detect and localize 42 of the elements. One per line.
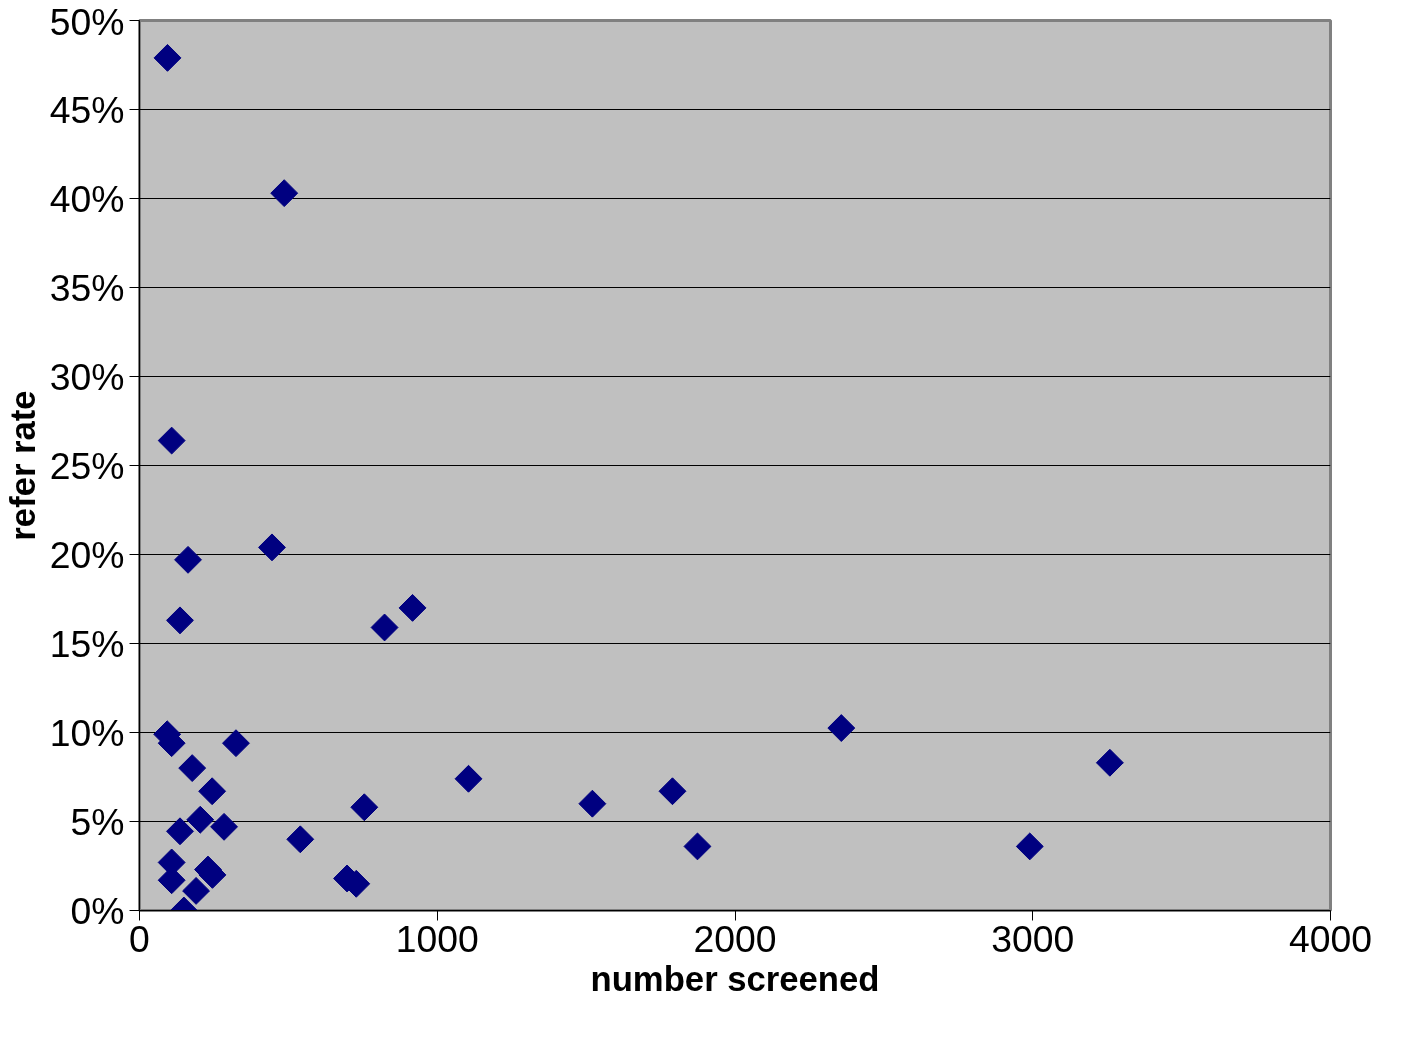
x-tick-label: 0 [129,917,150,960]
y-tick-label: 0% [70,889,125,932]
y-tick-label: 35% [49,266,125,309]
x-axis-title: number screened [590,959,880,998]
y-tick-label: 15% [49,622,125,665]
point [270,179,299,208]
point [186,805,215,834]
point [166,606,194,635]
y-tick-label: 5% [70,800,125,843]
point [370,613,399,642]
y-tick-label: 20% [49,533,125,576]
point [210,812,238,841]
y-tick-label: 25% [49,444,125,487]
point [198,777,227,806]
point [166,817,194,846]
y-tick-label: 50% [49,0,125,43]
point [178,754,207,783]
point [350,793,379,822]
x-tick-label: 4000 [1288,917,1373,960]
point [578,789,607,818]
x-tick-label: 1000 [395,917,479,960]
y-tick-label: 30% [49,355,125,398]
point [398,593,427,622]
point [1015,832,1044,861]
point [658,777,687,806]
point [222,729,250,758]
y-axis-title: refer rate [3,390,42,541]
y-tick-label: 10% [49,711,125,754]
y-tick-label: 40% [49,177,125,220]
point [683,832,712,861]
point [1095,748,1124,777]
point [286,825,315,854]
point [182,876,211,905]
point [157,426,186,455]
point [454,764,483,793]
point [827,714,856,742]
point [258,533,286,562]
point [174,545,202,574]
x-tick-label: 2000 [693,917,777,960]
y-tick-label: 45% [49,88,125,131]
point [153,43,182,72]
x-tick-label: 3000 [991,917,1075,960]
